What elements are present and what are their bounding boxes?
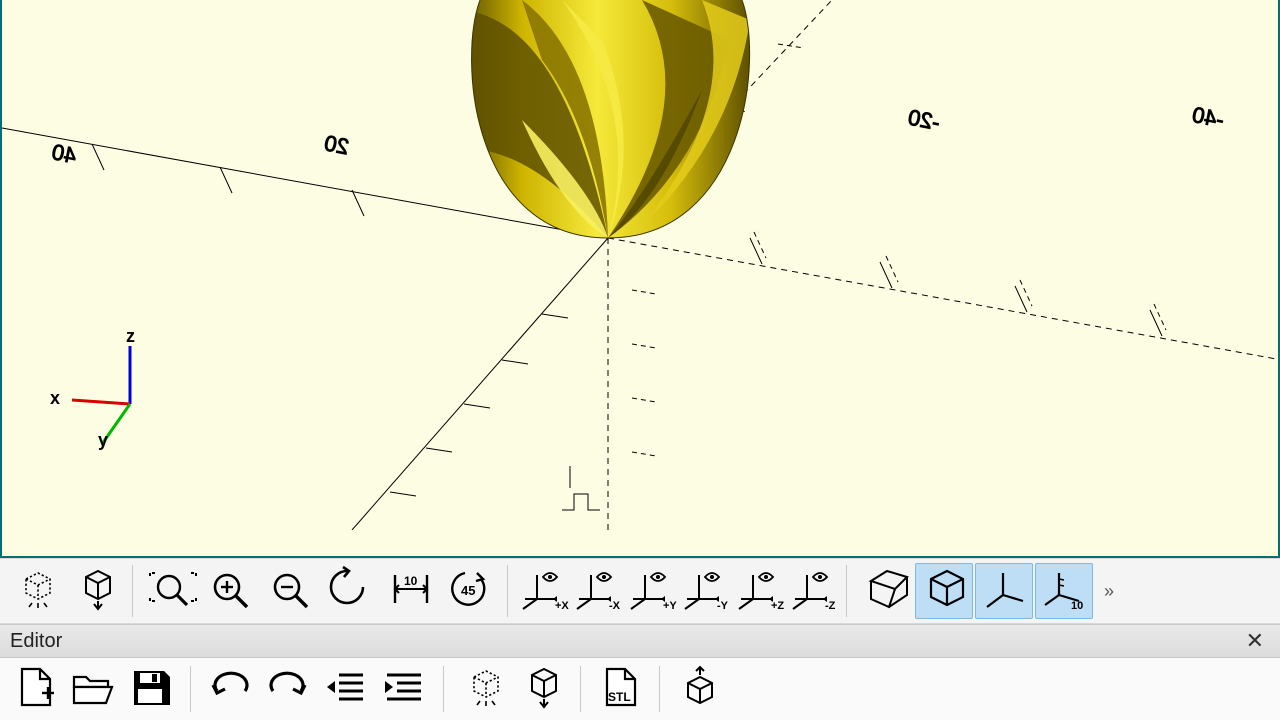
view-toolbar: +X -X +Y -Y +Z -Z » xyxy=(0,558,1280,624)
axes-gizmo-10-icon xyxy=(1037,565,1091,618)
redo-icon xyxy=(261,663,315,716)
undo-button[interactable] xyxy=(203,664,257,714)
unindent-icon xyxy=(319,663,373,716)
svg-text:z: z xyxy=(126,326,135,346)
axis-widget: z x y xyxy=(50,326,135,450)
show-scale-10-button[interactable] xyxy=(1035,563,1093,619)
floppy-icon xyxy=(124,663,178,716)
rotate-ccw-icon xyxy=(323,565,377,618)
cube-dotted-arrows-icon xyxy=(456,663,510,716)
view-plus-z-button[interactable]: +Z xyxy=(732,563,784,619)
view-all-button[interactable] xyxy=(141,563,199,619)
svg-text:20: 20 xyxy=(322,130,351,159)
axis-eye-icon: -Y xyxy=(677,565,731,618)
svg-text:-Y: -Y xyxy=(717,600,729,612)
persp-cube-icon xyxy=(857,565,911,618)
open-file-button[interactable] xyxy=(66,664,120,714)
editor-toolbar xyxy=(0,658,1280,720)
svg-text:40: 40 xyxy=(50,139,79,168)
file-new-icon xyxy=(8,663,62,716)
folder-open-icon xyxy=(66,663,120,716)
cube-dotted-arrows-icon xyxy=(8,565,62,618)
axis-eye-icon: -Z xyxy=(785,565,839,618)
view-minus-x-button[interactable]: -X xyxy=(570,563,622,619)
zoom-10-button[interactable] xyxy=(381,563,439,619)
width-10-icon xyxy=(383,565,437,618)
axis-eye-icon: +Z xyxy=(731,565,785,618)
render-button[interactable] xyxy=(514,664,568,714)
axis-eye-icon: -X xyxy=(569,565,623,618)
axes-gizmo-icon xyxy=(977,565,1031,618)
stl-export-icon xyxy=(593,663,647,716)
editor-panel-header: Editor ✕ xyxy=(0,624,1280,658)
model-twisted-ellipsoid xyxy=(462,0,750,238)
svg-text:-40: -40 xyxy=(1190,102,1226,133)
undo-icon xyxy=(203,663,257,716)
cube-solid-down-icon xyxy=(68,565,122,618)
svg-text:+Y: +Y xyxy=(663,600,677,612)
preview-render-button[interactable] xyxy=(6,563,64,619)
svg-text:x: x xyxy=(50,388,60,408)
perspective-button[interactable] xyxy=(855,563,913,619)
render-button[interactable] xyxy=(66,563,124,619)
cube-solid-down-icon xyxy=(514,663,568,716)
zoom-in-button[interactable] xyxy=(201,563,259,619)
export-stl-button[interactable] xyxy=(593,664,647,714)
indent-icon xyxy=(377,663,431,716)
orthographic-button[interactable] xyxy=(915,563,973,619)
preview-button[interactable] xyxy=(456,664,510,714)
unindent-button[interactable] xyxy=(319,664,373,714)
rotate-45-icon xyxy=(443,565,497,618)
redo-button[interactable] xyxy=(261,664,315,714)
rotate-45-button[interactable] xyxy=(441,563,499,619)
svg-text:+X: +X xyxy=(555,600,569,612)
toolbar-overflow-button[interactable]: » xyxy=(1095,581,1123,602)
save-file-button[interactable] xyxy=(124,664,178,714)
magnify-fit-icon xyxy=(143,565,197,618)
svg-text:-X: -X xyxy=(609,600,621,612)
indent-button[interactable] xyxy=(377,664,431,714)
3d-viewport[interactable]: 20 40 -20 -40 20 40 xyxy=(0,0,1280,558)
ortho-cube-icon xyxy=(917,565,971,618)
editor-close-button[interactable]: ✕ xyxy=(1240,628,1270,654)
view-minus-z-button[interactable]: -Z xyxy=(786,563,838,619)
reset-view-button[interactable] xyxy=(321,563,379,619)
axis-eye-icon: +Y xyxy=(623,565,677,618)
axis-eye-icon: +X xyxy=(515,565,569,618)
zoom-out-button[interactable] xyxy=(261,563,319,619)
magnify-minus-icon xyxy=(263,565,317,618)
view-plus-x-button[interactable]: +X xyxy=(516,563,568,619)
svg-text:y: y xyxy=(98,430,108,450)
svg-text:-Z: -Z xyxy=(825,600,836,612)
view-plus-y-button[interactable]: +Y xyxy=(624,563,676,619)
svg-text:-20: -20 xyxy=(906,105,942,136)
send-model-button[interactable] xyxy=(672,664,726,714)
editor-title: Editor xyxy=(10,630,62,653)
svg-text:+Z: +Z xyxy=(771,600,784,612)
magnify-plus-icon xyxy=(203,565,257,618)
view-minus-y-button[interactable]: -Y xyxy=(678,563,730,619)
cube-up-arrow-icon xyxy=(672,663,726,716)
show-axes-button[interactable] xyxy=(975,563,1033,619)
new-file-button[interactable] xyxy=(8,664,62,714)
